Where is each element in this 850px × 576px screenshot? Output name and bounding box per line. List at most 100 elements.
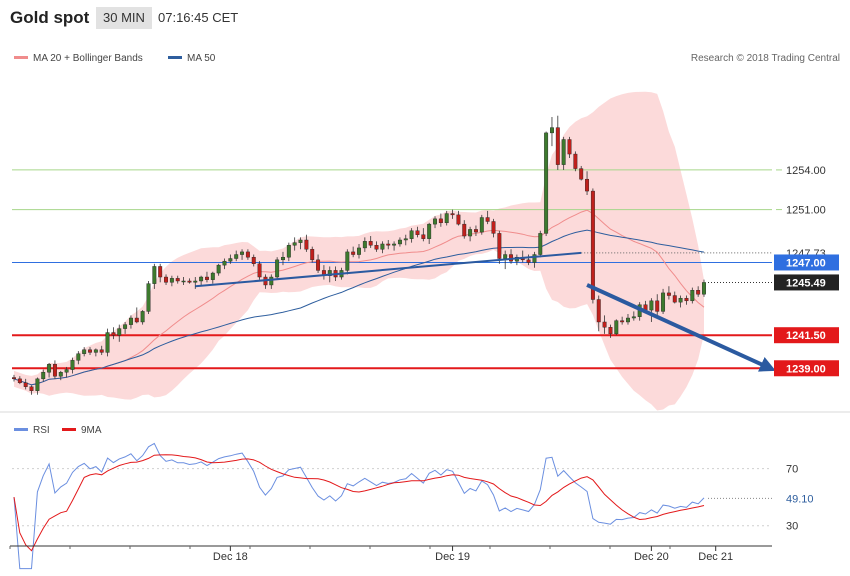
- candle-body: [468, 229, 473, 237]
- candle-body: [316, 259, 321, 271]
- x-axis-tick-label: Dec 18: [213, 551, 248, 563]
- candle-body: [433, 218, 437, 225]
- candle-body: [649, 300, 654, 311]
- candle-body: [23, 382, 28, 387]
- candle-body: [684, 297, 689, 302]
- candle-body: [532, 254, 537, 263]
- x-axis-tick-label: Dec 19: [435, 551, 470, 563]
- resistance-tick: [776, 169, 782, 171]
- candle-body: [491, 221, 496, 234]
- rsi-tick-label: 30: [786, 521, 798, 533]
- candle-body: [444, 213, 449, 224]
- credit-text: Research © 2018 Trading Central: [691, 53, 840, 64]
- candle-body: [93, 349, 98, 353]
- candle-body: [479, 217, 484, 233]
- x-axis-tick-label: Dec 21: [698, 551, 733, 563]
- x-axis: Dec 18 Dec 19 Dec 20 Dec 21: [9, 545, 772, 563]
- ma20-legend-swatch: [14, 56, 28, 59]
- candle-body: [140, 311, 145, 323]
- instrument-title: Gold spot: [10, 8, 90, 27]
- price-levels: [12, 169, 772, 370]
- support-label: 1239.00: [786, 363, 826, 375]
- candle-body: [210, 272, 215, 280]
- rsi-ma-legend-label: 9MA: [81, 425, 102, 436]
- candle-body: [64, 369, 69, 373]
- candle-body: [672, 295, 677, 303]
- candle-body: [655, 300, 660, 312]
- candle-body: [590, 190, 595, 300]
- candle-body: [397, 239, 402, 245]
- candle-body: [251, 256, 256, 265]
- candle-body: [438, 218, 443, 224]
- candle-body: [152, 266, 157, 284]
- chart-header: Gold spot 30 MIN 07:16:45 CET: [0, 0, 850, 36]
- candle-body: [678, 297, 683, 303]
- candle-body: [228, 258, 233, 262]
- candle-body: [216, 264, 221, 274]
- timeframe-button[interactable]: 30 MIN: [96, 7, 152, 29]
- candle-body: [158, 266, 163, 278]
- candle-body: [409, 230, 414, 239]
- rsi-ma-line: [13, 454, 705, 552]
- candle-body: [386, 243, 391, 246]
- rsi-ma-legend-swatch: [62, 428, 76, 431]
- candle-body: [58, 372, 63, 377]
- candle-body: [666, 292, 671, 296]
- candle-body: [456, 214, 461, 225]
- last-price-box: [774, 274, 839, 291]
- candle-body: [234, 254, 239, 259]
- candle-body: [175, 278, 180, 282]
- candle-body: [181, 280, 186, 283]
- candle-body: [298, 239, 303, 243]
- candle-body: [503, 254, 508, 259]
- candle-body: [123, 324, 128, 329]
- candle-body: [327, 270, 332, 276]
- candle-body: [614, 320, 619, 335]
- candle-body: [169, 278, 174, 283]
- candle-body: [392, 243, 397, 246]
- x-axis-tick-label: Dec 20: [634, 551, 669, 563]
- candle-body: [12, 377, 16, 380]
- candle-body: [497, 233, 502, 259]
- candle-body: [76, 353, 81, 361]
- candle-body: [17, 378, 22, 384]
- ma50-legend-swatch: [168, 56, 182, 59]
- candle-body: [538, 233, 543, 255]
- candle-body: [544, 132, 549, 234]
- forecast-arrow: [586, 283, 776, 372]
- candle-body: [620, 320, 625, 323]
- candle-body: [164, 276, 168, 283]
- candle-body: [362, 241, 367, 249]
- candle-body: [550, 127, 554, 134]
- moving-averages: [13, 209, 705, 386]
- candle-body: [257, 263, 262, 278]
- candle-body: [462, 223, 467, 237]
- candle-body: [29, 386, 34, 391]
- candle-body: [526, 259, 531, 263]
- candle-body: [357, 247, 361, 255]
- candle-body: [105, 332, 110, 353]
- candle-body: [82, 349, 87, 354]
- candle-body: [403, 238, 408, 241]
- candle-body: [567, 139, 572, 155]
- candle-body: [626, 317, 630, 323]
- level-labels: 1254.001251.001247.731247.001245.491241.…: [774, 165, 839, 377]
- candle-body: [631, 316, 636, 319]
- candle-body: [222, 260, 227, 266]
- candle-body: [240, 251, 245, 255]
- candle-body: [205, 276, 209, 280]
- candle-body: [380, 243, 385, 250]
- rsi-tick-label: 70: [786, 464, 798, 476]
- rsi-line: [13, 442, 705, 570]
- candle-body: [187, 280, 192, 283]
- resistance-label: 1254.00: [786, 165, 826, 177]
- pivot-label: 1247.00: [786, 257, 826, 269]
- candle-body: [555, 127, 560, 165]
- candle-body: [608, 327, 613, 335]
- candle-body: [473, 229, 478, 233]
- candle-body: [596, 299, 601, 323]
- candle-body: [99, 349, 104, 353]
- candle-body: [281, 256, 285, 261]
- trend-overlays: [195, 251, 776, 372]
